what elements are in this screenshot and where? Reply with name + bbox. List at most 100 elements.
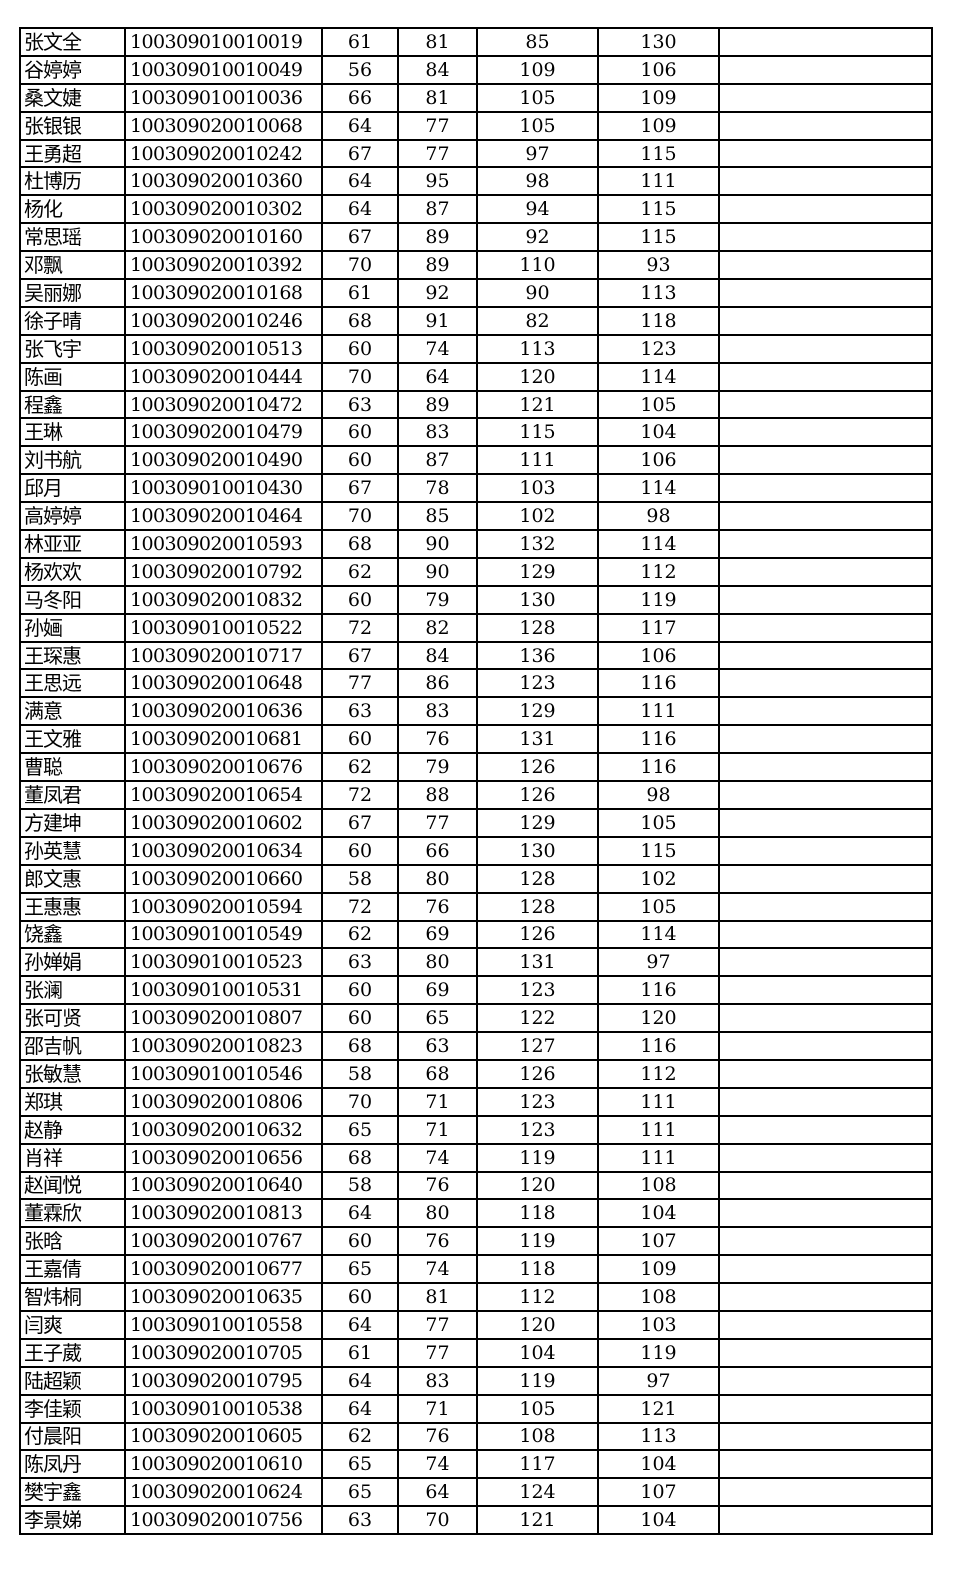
score-4-cell: 93 — [597, 250, 720, 281]
score-4-cell: 115 — [597, 835, 720, 866]
remarks-cell — [718, 1086, 933, 1117]
score-3-cell: 94 — [476, 194, 599, 225]
name-cell: 王琳 — [19, 417, 126, 448]
name-cell: 李景娣 — [19, 1505, 126, 1536]
score-1-cell: 60 — [321, 584, 399, 615]
name-cell: 张银银 — [19, 110, 126, 141]
score-3-cell: 126 — [476, 1058, 599, 1089]
remarks-cell — [718, 780, 933, 810]
name-cell: 高婷婷 — [19, 501, 126, 532]
remarks-cell — [718, 501, 933, 532]
score-2-cell: 83 — [397, 417, 478, 448]
score-4-cell: 114 — [597, 919, 720, 950]
score-2-cell: 79 — [397, 584, 478, 615]
score-3-cell: 97 — [476, 138, 599, 169]
remarks-cell — [718, 1198, 933, 1229]
exam-id-cell: 100309010010019 — [124, 27, 323, 57]
score-3-cell: 126 — [476, 752, 599, 783]
score-2-cell: 84 — [397, 640, 478, 671]
score-1-cell: 72 — [321, 612, 399, 643]
score-1-cell: 77 — [321, 668, 399, 699]
table-row: 常思瑶 100309020010160 67 89 92 115 — [19, 222, 933, 253]
remarks-cell — [718, 1226, 933, 1257]
score-3-cell: 126 — [476, 780, 599, 810]
score-4-cell: 104 — [597, 1198, 720, 1229]
score-3-cell: 119 — [476, 1142, 599, 1173]
table-row: 邵吉帆 100309020010823 68 63 127 116 — [19, 1031, 933, 1061]
score-1-cell: 67 — [321, 473, 399, 504]
score-1-cell: 60 — [321, 417, 399, 448]
score-1-cell: 65 — [321, 1254, 399, 1285]
score-4-cell: 116 — [597, 1031, 720, 1061]
score-2-cell: 77 — [397, 110, 478, 141]
score-3-cell: 98 — [476, 166, 599, 197]
remarks-cell — [718, 1170, 933, 1201]
name-cell: 张文全 — [19, 27, 126, 57]
name-cell: 孙英慧 — [19, 835, 126, 866]
name-cell: 邵吉帆 — [19, 1031, 126, 1061]
score-1-cell: 67 — [321, 222, 399, 253]
remarks-cell — [718, 445, 933, 476]
score-3-cell: 119 — [476, 1365, 599, 1396]
score-4-cell: 105 — [597, 389, 720, 420]
score-1-cell: 63 — [321, 389, 399, 420]
name-cell: 张可贤 — [19, 1003, 126, 1034]
exam-id-cell: 100309020010807 — [124, 1003, 323, 1034]
table-row: 董霖欣 100309020010813 64 80 118 104 — [19, 1198, 933, 1229]
exam-id-cell: 100309020010602 — [124, 807, 323, 838]
score-2-cell: 76 — [397, 891, 478, 922]
score-3-cell: 131 — [476, 947, 599, 978]
score-4-cell: 108 — [597, 1170, 720, 1201]
name-cell: 陆超颖 — [19, 1365, 126, 1396]
name-cell: 饶鑫 — [19, 919, 126, 950]
score-3-cell: 117 — [476, 1449, 599, 1480]
exam-id-cell: 100309020010594 — [124, 891, 323, 922]
exam-id-cell: 100309020010636 — [124, 696, 323, 727]
name-cell: 张敏慧 — [19, 1058, 126, 1089]
remarks-cell — [718, 724, 933, 755]
score-2-cell: 64 — [397, 361, 478, 392]
score-4-cell: 111 — [597, 696, 720, 727]
score-3-cell: 131 — [476, 724, 599, 755]
score-3-cell: 123 — [476, 1114, 599, 1145]
name-cell: 李佳颖 — [19, 1393, 126, 1424]
score-2-cell: 74 — [397, 1254, 478, 1285]
score-1-cell: 61 — [321, 27, 399, 57]
exam-id-cell: 100309020010360 — [124, 166, 323, 197]
score-3-cell: 136 — [476, 640, 599, 671]
score-2-cell: 81 — [397, 1282, 478, 1312]
name-cell: 杜博历 — [19, 166, 126, 197]
score-4-cell: 121 — [597, 1393, 720, 1424]
score-1-cell: 64 — [321, 1309, 399, 1340]
remarks-cell — [718, 529, 933, 559]
score-2-cell: 90 — [397, 529, 478, 559]
score-3-cell: 130 — [476, 584, 599, 615]
exam-id-cell: 100309020010640 — [124, 1170, 323, 1201]
table-row: 王惠惠 100309020010594 72 76 128 105 — [19, 891, 933, 922]
exam-id-cell: 100309010010558 — [124, 1309, 323, 1340]
exam-id-cell: 100309020010792 — [124, 556, 323, 587]
score-2-cell: 89 — [397, 389, 478, 420]
exam-id-cell: 100309020010806 — [124, 1086, 323, 1117]
name-cell: 陈凤丹 — [19, 1449, 126, 1480]
name-cell: 程鑫 — [19, 389, 126, 420]
score-1-cell: 60 — [321, 1003, 399, 1034]
score-2-cell: 71 — [397, 1114, 478, 1145]
exam-id-cell: 100309020010605 — [124, 1421, 323, 1452]
remarks-cell — [718, 584, 933, 615]
name-cell: 董霖欣 — [19, 1198, 126, 1229]
score-3-cell: 121 — [476, 389, 599, 420]
remarks-cell — [718, 1003, 933, 1034]
score-3-cell: 127 — [476, 1031, 599, 1061]
name-cell: 桑文婕 — [19, 82, 126, 113]
exam-id-cell: 100309020010464 — [124, 501, 323, 532]
score-3-cell: 132 — [476, 529, 599, 559]
score-2-cell: 69 — [397, 919, 478, 950]
score-3-cell: 123 — [476, 1086, 599, 1117]
score-3-cell: 124 — [476, 1477, 599, 1508]
remarks-cell — [718, 222, 933, 253]
name-cell: 赵闻悦 — [19, 1170, 126, 1201]
score-2-cell: 81 — [397, 82, 478, 113]
exam-id-cell: 100309020010767 — [124, 1226, 323, 1257]
score-3-cell: 119 — [476, 1226, 599, 1257]
